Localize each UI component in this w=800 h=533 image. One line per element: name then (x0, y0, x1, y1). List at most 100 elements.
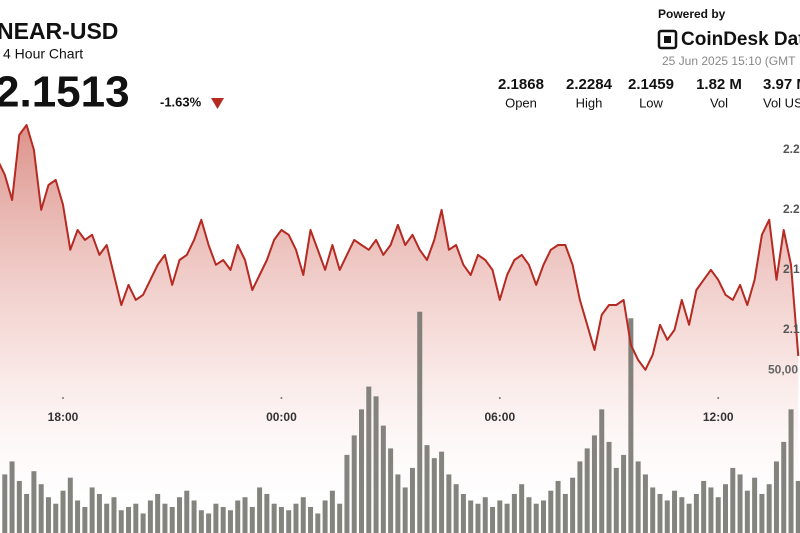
x-tick-label: 06:00 (484, 410, 515, 424)
volume-bar (147, 500, 153, 533)
volume-bar (366, 386, 372, 533)
volume-bar (635, 461, 641, 533)
volume-bar (96, 493, 102, 533)
volume-bar (257, 487, 263, 533)
change: -1.63% (160, 94, 202, 109)
volume-bar (795, 480, 800, 533)
volume-bar (293, 503, 299, 533)
stat-value: 3.97 M (763, 76, 800, 93)
volume-bar (686, 503, 692, 533)
volume-bar (446, 474, 452, 533)
x-tick-label: 12:00 (703, 410, 734, 424)
volume-bar (773, 461, 779, 533)
volume-bar (191, 500, 197, 533)
volume-bar (584, 448, 590, 533)
volume-bar (82, 506, 88, 533)
volume-bar (9, 461, 15, 533)
volume-bar (177, 497, 182, 533)
volume-bar (650, 487, 656, 533)
stats: 2.1868 Open 2.2284 High 2.1459 Low 1.82 M Vol 3.… (498, 76, 800, 110)
volume-bar (213, 503, 219, 533)
plot: 2.2 2.2 2.1 2.1 50,00 18:00 00:00 06:00 12:00 (0, 124, 800, 533)
volume-bar (322, 500, 328, 533)
volume-bar (388, 448, 394, 533)
volume-bar (315, 513, 321, 533)
volume-bar (613, 467, 619, 533)
volume-bar (2, 474, 8, 533)
stat-value: 2.2284 (566, 76, 613, 93)
volume-bar (380, 425, 386, 533)
volume-bar (140, 513, 146, 533)
volume-bar (155, 493, 161, 533)
volume-bar (621, 454, 627, 533)
stat-value: 2.1868 (498, 76, 544, 93)
volume-bar (402, 487, 408, 533)
volume-bar (497, 500, 503, 533)
volume-bar (286, 510, 292, 533)
volume-bar (53, 503, 59, 533)
volume-bar (308, 506, 314, 533)
volume-bar (198, 510, 204, 533)
volume-bar (104, 503, 110, 533)
volume-bar (344, 454, 350, 533)
volume-bar (133, 503, 139, 533)
volume-bar (118, 510, 124, 533)
volume-bar (67, 477, 73, 533)
volume-bar (570, 477, 576, 533)
volume-bar (657, 493, 663, 533)
down-arrow (211, 98, 224, 109)
stat-value: 2.1459 (628, 76, 674, 93)
volume-bar (460, 493, 466, 533)
y-tick-label: 2.1 (783, 322, 800, 336)
price: 2.1513 (0, 68, 130, 117)
volume-bar (373, 396, 379, 533)
volume-bar (599, 409, 605, 533)
stat-label: Open (505, 95, 537, 110)
volume-bar (409, 467, 415, 533)
volume-bar (526, 497, 532, 533)
volume-bar (490, 506, 496, 533)
volume-bar (606, 441, 612, 533)
volume-bar (664, 500, 670, 533)
volume-bar (482, 497, 488, 533)
volume-bar (519, 484, 525, 533)
volume-bar (591, 435, 597, 533)
x-tick-dot (717, 397, 720, 399)
y-tick-label: 2.2 (783, 142, 800, 156)
subtitle: 4 Hour Chart (3, 46, 83, 62)
x-tick-dot (62, 397, 65, 399)
volume-bar (679, 497, 685, 533)
x-tick-dot (280, 397, 283, 399)
volume-bar (715, 497, 721, 533)
volume-bar (424, 445, 430, 533)
volume-bar (242, 497, 248, 533)
volume-bar (548, 490, 554, 533)
volume-bar (337, 503, 343, 533)
x-tick-label: 18:00 (48, 410, 79, 424)
volume-bar (541, 500, 546, 533)
volume-bar (264, 493, 270, 533)
volume-bar (329, 490, 335, 533)
y-tick-label: 2.1 (783, 262, 800, 276)
volume-bar (89, 487, 95, 533)
volume-bar (45, 497, 51, 533)
volume-bar (744, 490, 750, 533)
volume-bar (111, 497, 117, 533)
volume-bar (16, 480, 22, 533)
volume-bar (227, 510, 233, 533)
volume-bar (271, 503, 277, 533)
volume-bar (75, 500, 81, 533)
volume-bar (642, 474, 648, 533)
volume-bar (511, 493, 517, 533)
volume-bar (562, 493, 568, 533)
volume-bar (439, 451, 445, 533)
volume-bar (453, 484, 459, 533)
x-tick-label: 00:00 (266, 410, 297, 424)
stat-label: Vol US (763, 95, 800, 110)
y-tick-label: 2.2 (783, 202, 800, 216)
volume-bar (359, 409, 364, 533)
stat-label: Vol (710, 95, 728, 110)
volume-bar (693, 493, 699, 533)
volume-bar (730, 467, 736, 533)
